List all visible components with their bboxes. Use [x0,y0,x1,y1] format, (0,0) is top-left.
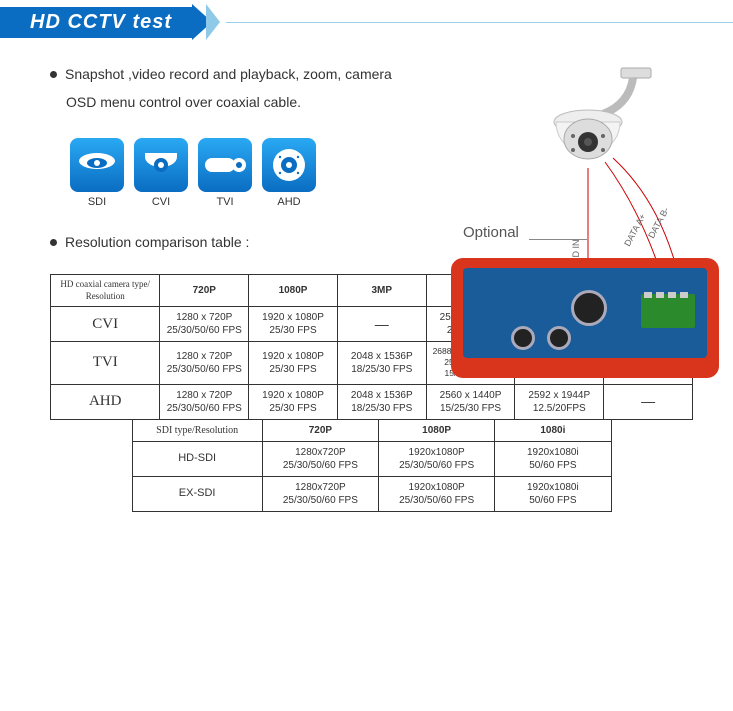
table-heading-text: Resolution comparison table : [65,234,249,250]
table-row: SDI type/Resolution 720P 1080P 1080i [132,419,611,441]
section-header: HD CCTV test [0,4,733,40]
cam-sdi-icon [70,138,124,192]
t2-r0c2: 1920x1080i50/60 FPS [495,441,611,476]
t1-r2c4: 2592 x 1944P12.5/20FPS [515,384,604,419]
cam-tvi-icon [198,138,252,192]
cam-cvi-label: CVI [134,196,188,208]
optional-label: Optional [463,224,519,241]
t1-col-2: 3MP [337,275,426,307]
bnc-2 [547,326,571,350]
t2-r0c1: 1920x1080P25/30/50/60 FPS [379,441,495,476]
t1-r2c3: 2560 x 1440P15/25/30 FPS [426,384,515,419]
t2-r1c0: 1280x720P25/30/50/60 FPS [262,476,378,511]
t1-r2c1: 1920 x 1080P25/30 FPS [249,384,338,419]
t1-r1-label: TVI [51,342,160,384]
t1-corner: HD coaxial camera type/ Resolution [51,275,160,307]
tester-device [451,258,719,378]
t2-col-2: 1080i [495,419,611,441]
terminal-block [641,294,695,328]
cam-sdi-label: SDI [70,196,124,208]
cam-ahd-icon [262,138,316,192]
t2-r1c1: 1920x1080P25/30/50/60 FPS [379,476,495,511]
t2-r0-label: HD-SDI [132,441,262,476]
t1-r1c1: 1920 x 1080P25/30 FPS [249,342,338,384]
t2-corner: SDI type/Resolution [132,419,262,441]
t1-r2-label: AHD [51,384,160,419]
feature-description: Snapshot ,video record and playback, zoo… [50,60,410,116]
t1-r1c2: 2048 x 1536P18/25/30 FPS [337,342,426,384]
bullet-icon [50,71,57,78]
cam-cvi-icon [134,138,188,192]
tester-panel [463,268,707,358]
table-row: AHD 1280 x 720P25/30/50/60 FPS 1920 x 10… [51,384,693,419]
cam-sdi: SDI [70,138,124,208]
t1-r0c1: 1920 x 1080P25/30 FPS [249,307,338,342]
cam-tvi-label: TVI [198,196,252,208]
desc-line-1: Snapshot ,video record and playback, zoo… [65,66,392,82]
bnc-main [571,290,607,326]
t1-r2c0: 1280 x 720P25/30/50/60 FPS [160,384,249,419]
optional-pointer-line [529,239,587,240]
cam-cvi: CVI [134,138,188,208]
resolution-table-2: SDI type/Resolution 720P 1080P 1080i HD-… [132,419,612,512]
desc-line-2: OSD menu control over coaxial cable. [66,94,301,110]
t1-r0-label: CVI [51,307,160,342]
t2-r0c0: 1280x720P25/30/50/60 FPS [262,441,378,476]
t2-r1-label: EX-SDI [132,476,262,511]
cam-ahd-label: AHD [262,196,316,208]
device-diagram: HD IN DATA A+ DATA B- Optional [433,64,733,384]
t2-col-1: 1080P [379,419,495,441]
bnc-1 [511,326,535,350]
t1-col-0: 720P [160,275,249,307]
t1-r0c2: — [337,307,426,342]
header-arrow-light [206,4,220,40]
t2-r1c2: 1920x1080i50/60 FPS [495,476,611,511]
t1-r2c5: — [604,384,693,419]
table-row: EX-SDI 1280x720P25/30/50/60 FPS 1920x108… [132,476,611,511]
t1-r1c0: 1280 x 720P25/30/50/60 FPS [160,342,249,384]
header-rule [226,22,733,23]
bullet-icon [50,239,57,246]
t1-r2c2: 2048 x 1536P18/25/30 FPS [337,384,426,419]
t1-col-1: 1080P [249,275,338,307]
cam-tvi: TVI [198,138,252,208]
table-row: HD-SDI 1280x720P25/30/50/60 FPS 1920x108… [132,441,611,476]
t2-col-0: 720P [262,419,378,441]
cam-ahd: AHD [262,138,316,208]
header-title: HD CCTV test [0,7,192,38]
t1-r0c0: 1280 x 720P25/30/50/60 FPS [160,307,249,342]
